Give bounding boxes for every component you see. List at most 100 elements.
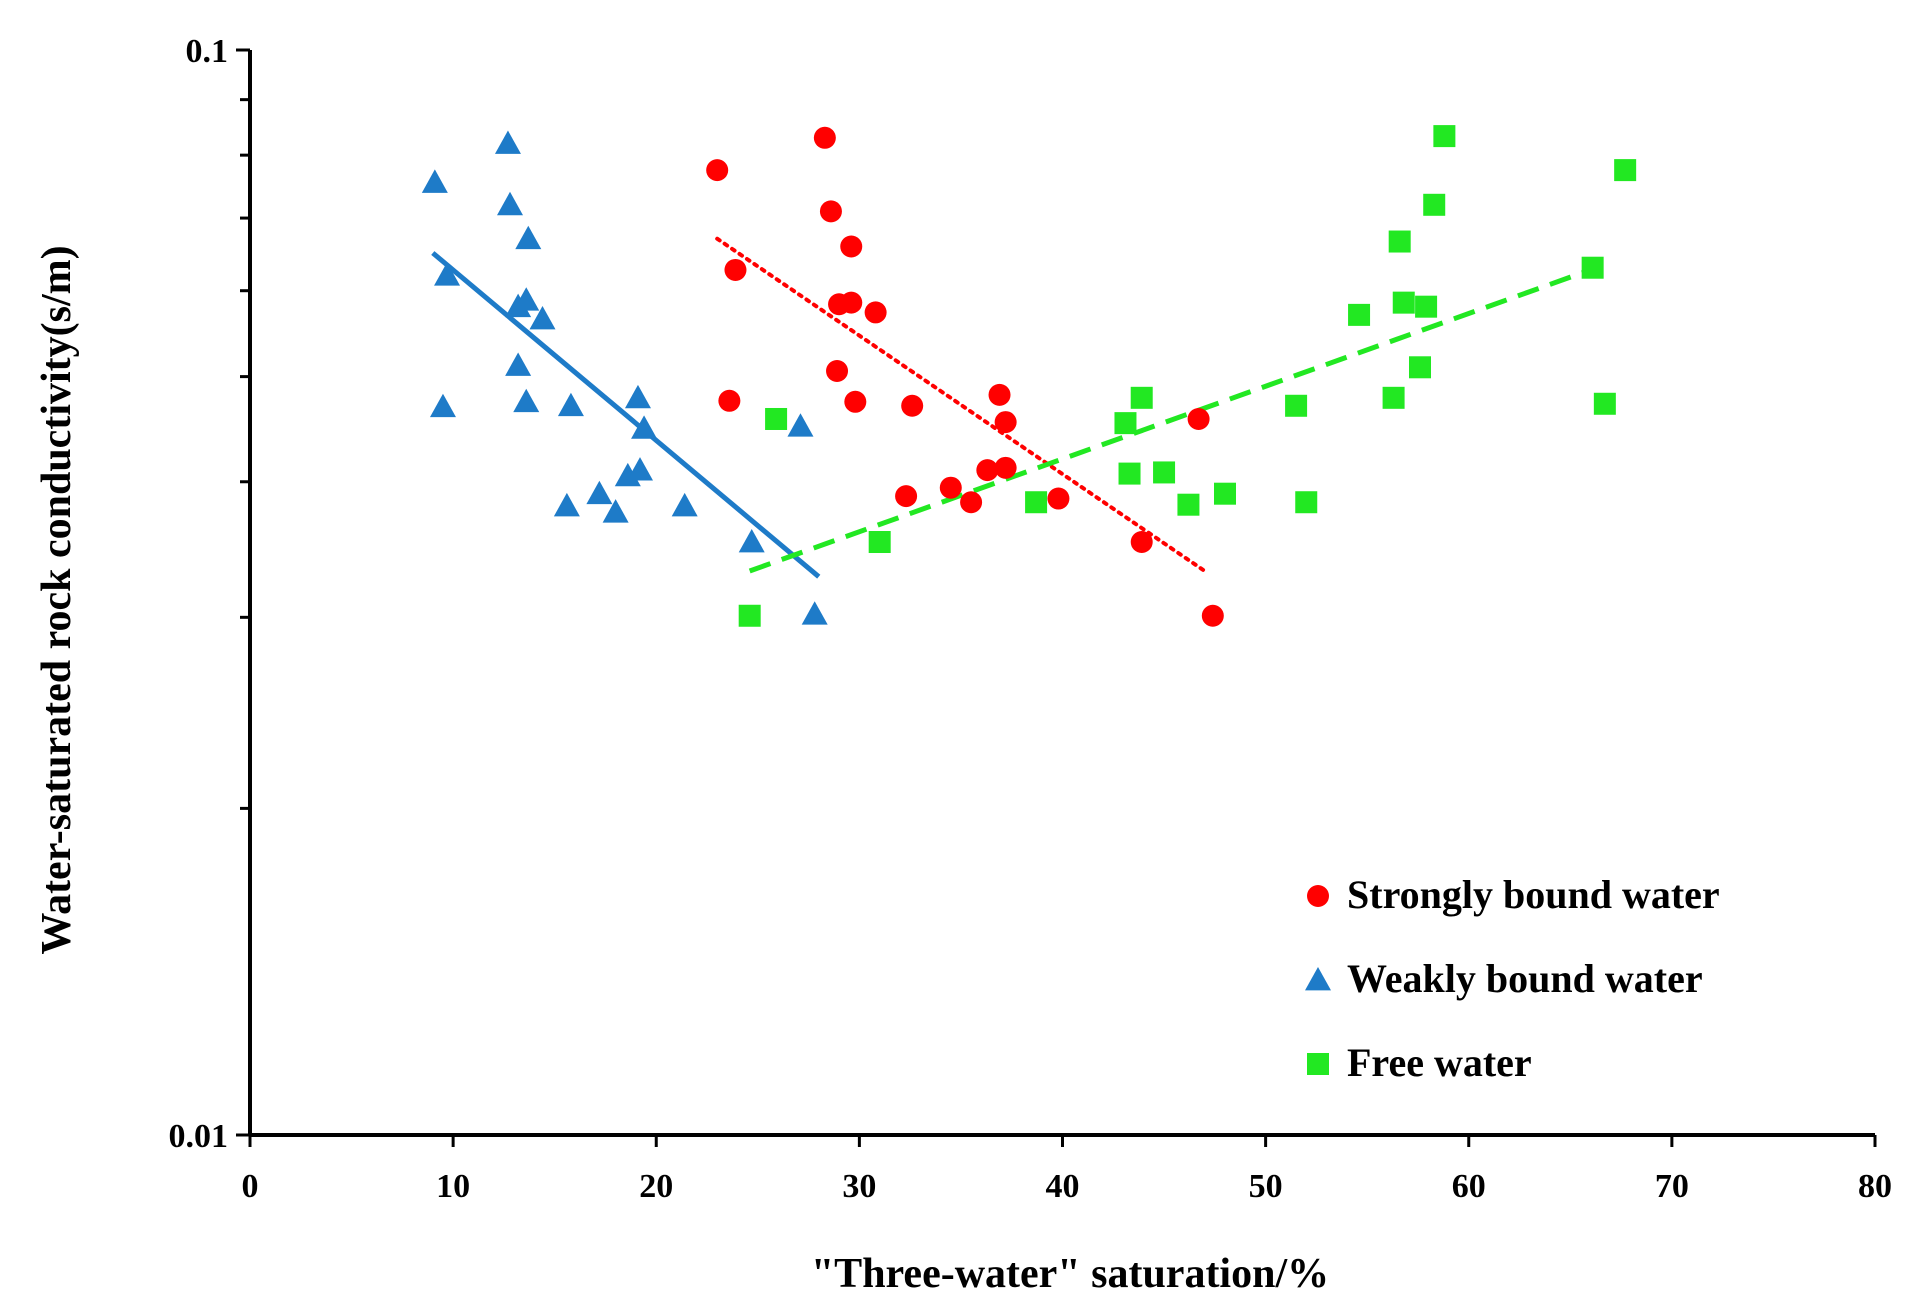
data-point-weakly-bound-water [513,388,540,413]
data-point-free-water [765,407,788,430]
data-point-weakly-bound-water [586,480,613,505]
data-point-weakly-bound-water [434,262,461,286]
x-tick-label: 30 [842,1168,876,1205]
data-point-strongly-bound-water [724,258,747,281]
x-tick-label: 0 [242,1168,259,1205]
data-point-strongly-bound-water [895,485,918,508]
data-point-weakly-bound-water [494,130,521,154]
data-point-strongly-bound-water [994,411,1017,434]
data-point-free-water [1025,491,1048,514]
data-point-free-water [1114,412,1137,435]
data-point-strongly-bound-water [826,359,849,382]
series-free-water [738,125,1637,627]
data-point-free-water [1388,230,1411,253]
data-point-free-water [1382,386,1405,409]
data-point-strongly-bound-water [819,200,842,223]
data-point-strongly-bound-water [706,159,729,182]
data-point-free-water [1581,256,1604,279]
legend-marker-icon [1305,967,1331,991]
data-point-free-water [1614,159,1637,182]
data-point-weakly-bound-water [738,529,765,553]
data-point-weakly-bound-water [553,492,580,517]
x-tick-label: 40 [1046,1168,1080,1205]
trendline-strongly-bound-water [715,236,1207,573]
data-point-weakly-bound-water [505,352,532,376]
data-point-strongly-bound-water [844,390,867,413]
data-point-strongly-bound-water [901,394,924,417]
series-strongly-bound-water [706,126,1224,627]
x-tick-label: 80 [1858,1168,1892,1205]
trendline-weakly-bound-water [431,251,821,579]
x-tick-label: 60 [1452,1168,1486,1205]
data-point-free-water [1392,291,1415,314]
x-axis-title: "Three-water" saturation/% [811,1251,1329,1297]
data-point-weakly-bound-water [602,499,629,523]
data-point-free-water [1423,193,1446,216]
data-point-weakly-bound-water [801,601,828,625]
data-point-free-water [738,604,761,627]
legend-label-weakly-bound-water: Weakly bound water [1347,956,1703,1001]
data-point-strongly-bound-water [864,301,887,324]
tick-marks [236,48,1877,1147]
data-point-strongly-bound-water [840,235,863,258]
data-point-strongly-bound-water [1201,604,1224,627]
trendline-free-water [748,263,1602,574]
data-point-free-water [1130,386,1153,409]
x-tick-label: 10 [436,1168,470,1205]
data-point-weakly-bound-water [671,492,698,517]
data-point-free-water [1214,482,1236,505]
y-tick-label: 0.01 [169,1118,229,1155]
y-axis-title: Water-saturated rock conductivity(s/m) [34,245,80,954]
legend-marker-weakly-bound-water [1305,967,1331,991]
data-point-strongly-bound-water [1130,531,1153,554]
data-point-weakly-bound-water [513,287,540,311]
data-point-strongly-bound-water [939,476,962,499]
data-point-free-water [1153,461,1176,484]
legend-marker-free-water [1307,1053,1329,1075]
data-point-strongly-bound-water [1187,407,1210,430]
legend-marker-icon [1307,1053,1329,1075]
data-point-free-water [1118,462,1141,485]
data-point-free-water [1409,356,1431,379]
series-weakly-bound-water [421,130,828,625]
data-point-strongly-bound-water [1047,487,1070,510]
data-point-weakly-bound-water [627,457,653,481]
data-point-weakly-bound-water [787,413,814,437]
data-point-strongly-bound-water [994,456,1017,479]
data-point-weakly-bound-water [429,393,456,418]
legend-label-strongly-bound-water: Strongly bound water [1347,872,1720,917]
data-point-weakly-bound-water [421,169,448,193]
data-points [421,125,1637,627]
data-point-strongly-bound-water [976,459,999,482]
data-point-weakly-bound-water [631,415,658,439]
trendlines [431,236,1602,579]
data-point-weakly-bound-water [624,384,651,409]
legend-marker-strongly-bound-water [1307,885,1329,907]
data-point-strongly-bound-water [988,383,1011,406]
data-point-weakly-bound-water [497,191,523,216]
legend-marker-icon [1307,885,1329,907]
data-point-strongly-bound-water [813,126,836,149]
data-point-weakly-bound-water [557,392,584,417]
data-point-free-water [1295,491,1318,514]
data-point-free-water [1285,394,1308,417]
data-point-weakly-bound-water [515,225,542,250]
data-point-free-water [868,531,891,554]
data-point-free-water [1593,392,1616,415]
data-point-strongly-bound-water [840,291,863,314]
tick-labels: 0 10 20 30 40 50 60 70 80 0.1 0.01 [169,33,1893,1205]
data-point-free-water [1177,493,1200,516]
data-point-strongly-bound-water [718,389,741,412]
x-tick-label: 50 [1249,1168,1283,1205]
data-point-free-water [1415,295,1438,318]
x-tick-label: 20 [639,1168,673,1205]
y-tick-label: 0.1 [186,33,229,70]
legend-label-free-water: Free water [1347,1040,1532,1085]
data-point-weakly-bound-water [529,306,556,330]
x-tick-label: 70 [1655,1168,1689,1205]
data-point-free-water [1348,303,1371,326]
data-point-strongly-bound-water [960,491,983,514]
data-point-free-water [1433,125,1456,148]
legend: Strongly bound water Weakly bound water … [1305,872,1720,1085]
